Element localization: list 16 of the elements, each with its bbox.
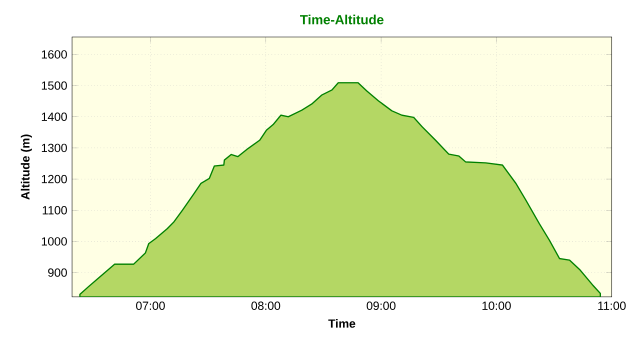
y-tick-label: 1500	[42, 82, 67, 90]
y-tick-label: 1200	[42, 175, 67, 184]
chart-title: Time-Altitude	[300, 14, 384, 25]
y-tick-label: 1400	[42, 112, 67, 122]
x-tick-label: 07:00	[136, 302, 165, 310]
y-tick-label: 900	[48, 268, 67, 277]
x-tick-label: 08:00	[251, 302, 280, 310]
x-tick-label: 11:00	[598, 302, 626, 310]
y-tick-label: 1600	[42, 50, 67, 59]
y-axis-title: Altitude (m)	[20, 134, 32, 200]
y-tick-label: 1100	[42, 206, 67, 215]
y-tick-label: 1300	[42, 144, 67, 152]
x-tick-label: 09:00	[366, 302, 396, 310]
x-axis-title: Time	[328, 319, 356, 328]
y-tick-label: 1000	[42, 237, 67, 246]
x-tick-label: 10:00	[482, 302, 511, 310]
